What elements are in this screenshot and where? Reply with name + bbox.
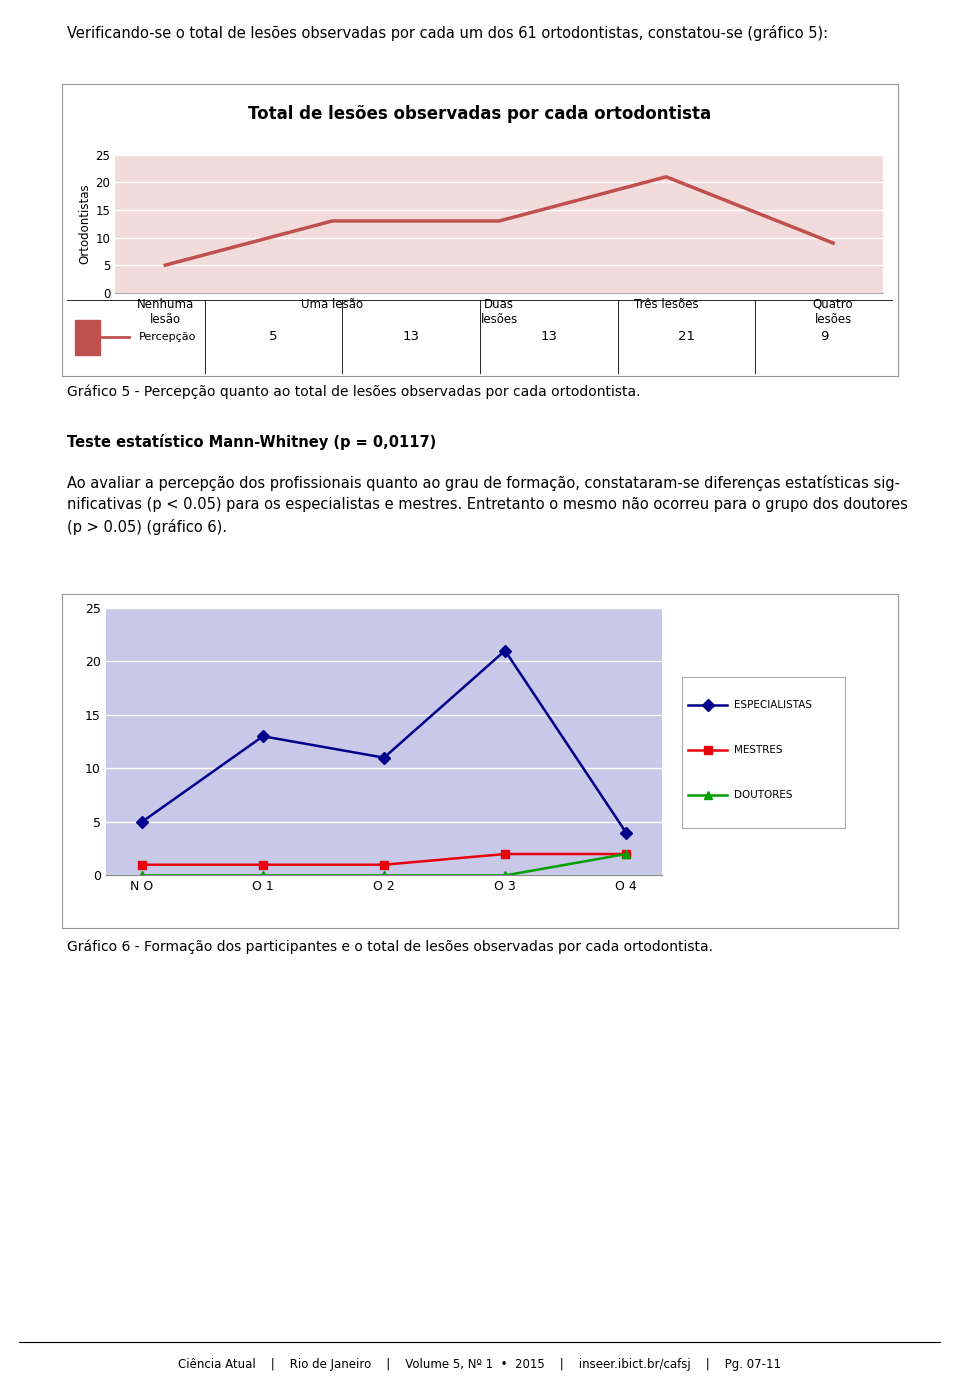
Text: 13: 13 (540, 330, 558, 343)
Text: 13: 13 (402, 330, 420, 343)
Text: 21: 21 (678, 330, 695, 343)
Text: DOUTORES: DOUTORES (733, 790, 792, 800)
Text: MESTRES: MESTRES (733, 744, 782, 754)
Text: Verificando-se o total de lesões observadas por cada um dos 61 ortodontistas, co: Verificando-se o total de lesões observa… (67, 25, 828, 40)
Text: Ciência Atual    |    Rio de Janeiro    |    Volume 5, Nº 1  •  2015    |    ins: Ciência Atual | Rio de Janeiro | Volume … (179, 1358, 781, 1372)
Text: 9: 9 (820, 330, 828, 343)
Text: Gráfico 6 - Formação dos participantes e o total de lesões observadas por cada o: Gráfico 6 - Formação dos participantes e… (67, 940, 713, 953)
Text: ESPECIALISTAS: ESPECIALISTAS (733, 700, 812, 710)
Text: Teste estatístico Mann-Whitney (p = 0,0117): Teste estatístico Mann-Whitney (p = 0,01… (67, 434, 437, 449)
Text: Gráfico 5 - Percepção quanto ao total de lesões observadas por cada ortodontista: Gráfico 5 - Percepção quanto ao total de… (67, 385, 640, 399)
Y-axis label: Ortodontistas: Ortodontistas (79, 184, 91, 263)
Bar (76, 319, 100, 355)
Text: Ao avaliar a percepção dos profissionais quanto ao grau de formação, constataram: Ao avaliar a percepção dos profissionais… (67, 475, 908, 535)
Text: 5: 5 (270, 330, 277, 343)
Text: Percepção: Percepção (139, 332, 196, 342)
Text: Total de lesões observadas por cada ortodontista: Total de lesões observadas por cada orto… (249, 106, 711, 123)
